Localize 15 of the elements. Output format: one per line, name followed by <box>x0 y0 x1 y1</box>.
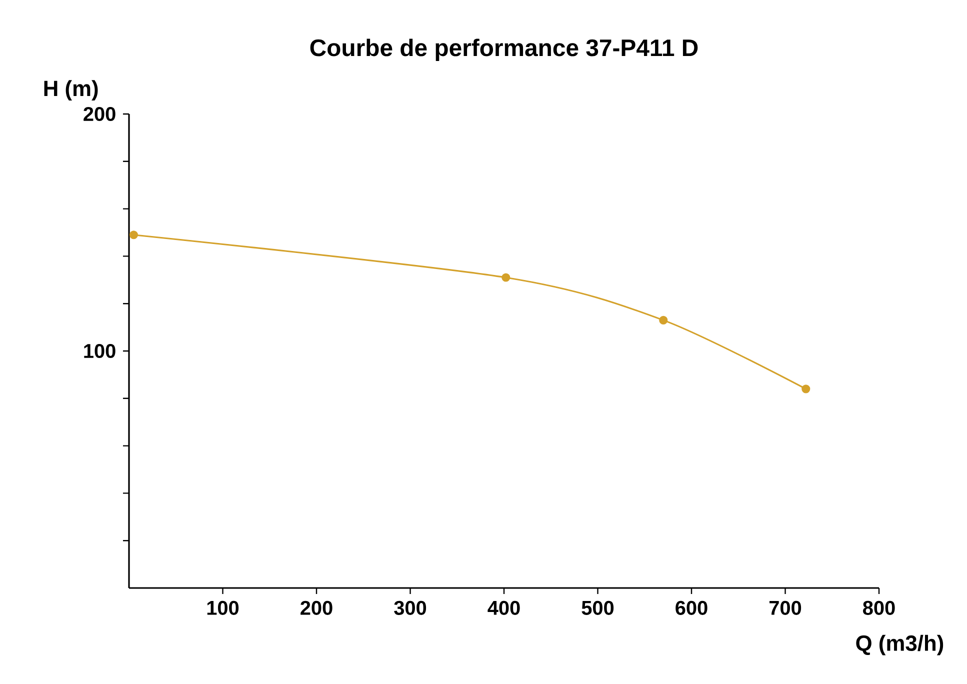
x-tick-label: 200 <box>300 600 332 615</box>
point <box>659 316 668 324</box>
chart-title: Courbe de performance 37-P411 D <box>310 38 698 61</box>
x-tick-label: 800 <box>863 600 895 615</box>
x-tick-label: 100 <box>207 600 239 615</box>
x-axis-title: Q (m3/h) <box>856 634 944 656</box>
x-tick-label: 400 <box>488 600 520 615</box>
point <box>129 230 138 240</box>
y-axis-title: H (m) <box>44 80 98 101</box>
x-tick-label: 500 <box>582 600 614 615</box>
x-tick-label: 600 <box>676 600 708 615</box>
x-tick-label: 700 <box>769 600 802 615</box>
point <box>502 273 510 282</box>
point <box>802 384 810 394</box>
x-tick-label: 300 <box>394 600 426 615</box>
